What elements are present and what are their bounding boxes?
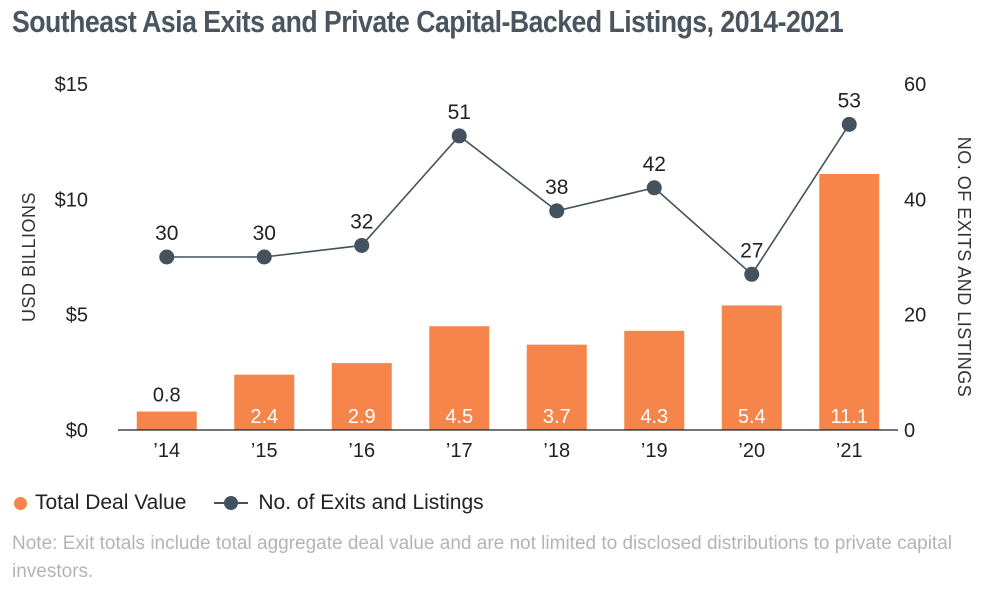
bar-value-label: 5.4 (738, 406, 766, 428)
line-value-label: 32 (350, 210, 373, 233)
bar (136, 411, 197, 430)
bar-value-label: 3.7 (543, 406, 571, 428)
y-right-tick-label: 20 (904, 305, 926, 327)
x-tick-label: ’14 (153, 440, 180, 462)
bar (429, 326, 490, 430)
y-left-tick-label: $15 (55, 74, 88, 96)
line-value-label: 38 (545, 176, 568, 199)
line-value-label: 30 (155, 222, 178, 245)
bar-value-label: 2.9 (348, 406, 376, 428)
bar-value-label: 2.4 (250, 406, 278, 428)
line-value-label: 42 (643, 153, 666, 176)
y-left-tick-label: $10 (55, 189, 88, 211)
legend: Total Deal Value No. of Exits and Listin… (14, 488, 512, 518)
x-tick-label: ’16 (348, 440, 375, 462)
x-tick-label: ’18 (543, 440, 570, 462)
legend-bar-swatch (14, 496, 27, 510)
series-line (166, 123, 850, 276)
y-right-tick-label: 40 (904, 189, 926, 211)
line-point (646, 180, 662, 196)
bar (819, 173, 880, 430)
bar (234, 374, 295, 430)
bar-value-label: 4.5 (445, 406, 473, 428)
bar-value-label: 0.8 (153, 385, 181, 407)
x-tick-label: ’15 (251, 440, 278, 462)
legend-line-swatch (214, 496, 249, 510)
line-value-label: 53 (838, 89, 861, 112)
line-point (549, 203, 565, 219)
bar (331, 363, 392, 430)
line-point (841, 116, 857, 132)
legend-label-exits: No. of Exits and Listings (258, 491, 484, 514)
chart-title: Southeast Asia Exits and Private Capital… (12, 4, 844, 39)
line-point (451, 128, 467, 144)
x-tick-label: ’20 (738, 440, 765, 462)
y-left-tick-label: $5 (66, 305, 88, 327)
bar (526, 344, 587, 430)
y-left-axis-title: USD BILLIONS (19, 192, 39, 322)
line-point (744, 266, 760, 282)
line-value-label: 30 (253, 222, 276, 245)
line-value-label: 27 (740, 239, 763, 262)
line-point (256, 249, 272, 265)
line-point (354, 237, 370, 253)
combo-chart: $0 $5 $10 $15 0 20 40 60 USD BILLIONS NO. OF EXIT… (19, 74, 974, 462)
legend-item-deal-value: Total Deal Value (14, 491, 186, 515)
bar-value-label: 11.1 (831, 406, 868, 428)
bar-value-label: 4.3 (640, 406, 668, 428)
footnote: Note: Exit totals include total aggregat… (12, 533, 952, 582)
y-right-tick-label: 0 (904, 420, 915, 442)
y-right-axis-title: NO. OF EXITS AND LISTINGS (954, 137, 974, 398)
legend-label-deal-value: Total Deal Value (35, 491, 187, 514)
y-right-tick-label: 60 (904, 74, 926, 96)
line-point (159, 249, 175, 265)
x-tick-label: ’17 (446, 440, 473, 462)
line-value-label: 51 (448, 101, 471, 124)
x-tick-label: ’21 (836, 440, 863, 462)
x-tick-label: ’19 (641, 440, 668, 462)
bar (721, 305, 782, 430)
bar (624, 330, 685, 430)
legend-item-exits: No. of Exits and Listings (214, 491, 484, 515)
y-left-tick-label: $0 (66, 420, 88, 442)
